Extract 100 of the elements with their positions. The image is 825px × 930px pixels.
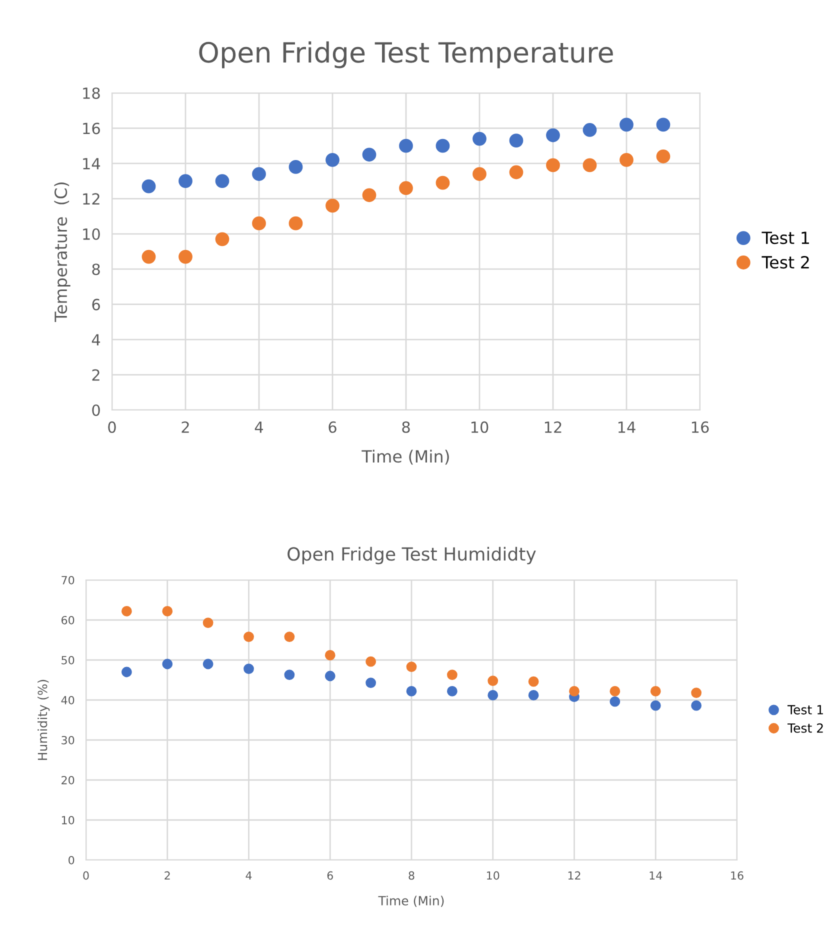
x-tick-label: 10 (487, 871, 500, 880)
point (178, 250, 192, 264)
point (582, 158, 597, 172)
point (324, 670, 336, 682)
point (509, 134, 524, 148)
x-tick-label: 2 (182, 421, 189, 433)
y-tick-label: 0 (92, 404, 100, 416)
y-tick-label: 12 (83, 193, 100, 204)
point (569, 686, 580, 696)
point (488, 676, 498, 686)
point (528, 676, 539, 687)
point (406, 686, 417, 696)
point (162, 658, 173, 670)
legend-label: Test 2 (762, 256, 809, 269)
point (436, 176, 450, 190)
point (215, 232, 230, 246)
point (399, 181, 413, 196)
point (472, 132, 486, 146)
point (656, 149, 670, 164)
chart-title: Open Fridge Test Temperature (199, 41, 613, 68)
point (362, 188, 376, 202)
point (488, 690, 498, 700)
y-tick-label: 30 (62, 736, 74, 744)
x-tick-label: 8 (408, 871, 414, 880)
x-tick-label: 16 (731, 871, 744, 880)
x-tick-label: 4 (246, 871, 252, 880)
point (244, 664, 254, 674)
chart-title: Open Fridge Test Humididty (288, 546, 536, 564)
y-tick-label: 10 (83, 228, 100, 240)
point (650, 686, 661, 696)
point (399, 138, 413, 153)
x-tick-label: 0 (108, 421, 116, 433)
point (288, 160, 303, 174)
point (252, 167, 266, 181)
y-tick-label: 4 (92, 334, 100, 346)
point (582, 123, 597, 137)
point (121, 606, 132, 616)
x-tick-label: 4 (254, 422, 264, 433)
point (162, 606, 173, 616)
point (656, 118, 670, 132)
y-axis-title: Humidity (%) (38, 680, 50, 760)
point (284, 670, 295, 680)
y-tick-label: 6 (92, 298, 100, 310)
point (142, 250, 156, 264)
point (366, 678, 376, 688)
point (436, 138, 450, 153)
point (446, 670, 458, 680)
point (142, 179, 156, 194)
x-axis-title: Time (Min) (362, 450, 449, 465)
y-tick-label: 70 (62, 576, 74, 584)
point (691, 700, 702, 711)
x-tick-label: 10 (471, 421, 488, 433)
point (215, 174, 230, 188)
point (610, 686, 620, 696)
point (252, 216, 266, 230)
point (546, 158, 560, 172)
point (121, 666, 132, 678)
y-axis-title: Temperature (C) (54, 182, 70, 322)
x-tick-label: 16 (692, 421, 709, 433)
x-tick-label: 8 (402, 421, 410, 433)
point (324, 650, 336, 660)
point (326, 198, 340, 213)
y-tick-label: 0 (68, 856, 74, 864)
y-tick-label: 14 (83, 158, 100, 170)
legend-label: Test 2 (787, 723, 823, 733)
x-tick-label: 12 (544, 421, 562, 433)
point (546, 128, 560, 142)
x-tick-label: 6 (328, 421, 336, 433)
point (284, 632, 295, 642)
legend-label: Test 1 (787, 705, 823, 714)
y-tick-label: 18 (83, 87, 100, 100)
point (202, 618, 214, 628)
point (202, 658, 214, 670)
x-axis-title: Time (Min) (378, 896, 444, 907)
point (326, 152, 340, 167)
point (446, 686, 458, 696)
point (650, 700, 661, 711)
point (288, 216, 303, 230)
point (610, 696, 620, 707)
y-tick-label: 40 (61, 696, 74, 704)
point (472, 167, 486, 181)
point (406, 662, 417, 672)
point (366, 656, 376, 667)
point (620, 152, 634, 167)
y-tick-label: 10 (62, 816, 74, 824)
legend-label: Test 1 (762, 232, 809, 244)
point (362, 148, 376, 162)
y-tick-label: 20 (62, 776, 74, 784)
point (244, 632, 254, 642)
point (620, 118, 634, 132)
y-tick-label: 8 (92, 264, 100, 276)
y-tick-label: 16 (83, 122, 100, 134)
x-tick-label: 14 (618, 422, 636, 433)
point (528, 690, 539, 700)
y-tick-label: 60 (62, 616, 74, 624)
x-tick-label: 12 (568, 871, 580, 880)
point (691, 688, 702, 698)
x-tick-label: 14 (650, 871, 662, 880)
point (178, 174, 192, 188)
y-tick-label: 2 (92, 369, 100, 381)
